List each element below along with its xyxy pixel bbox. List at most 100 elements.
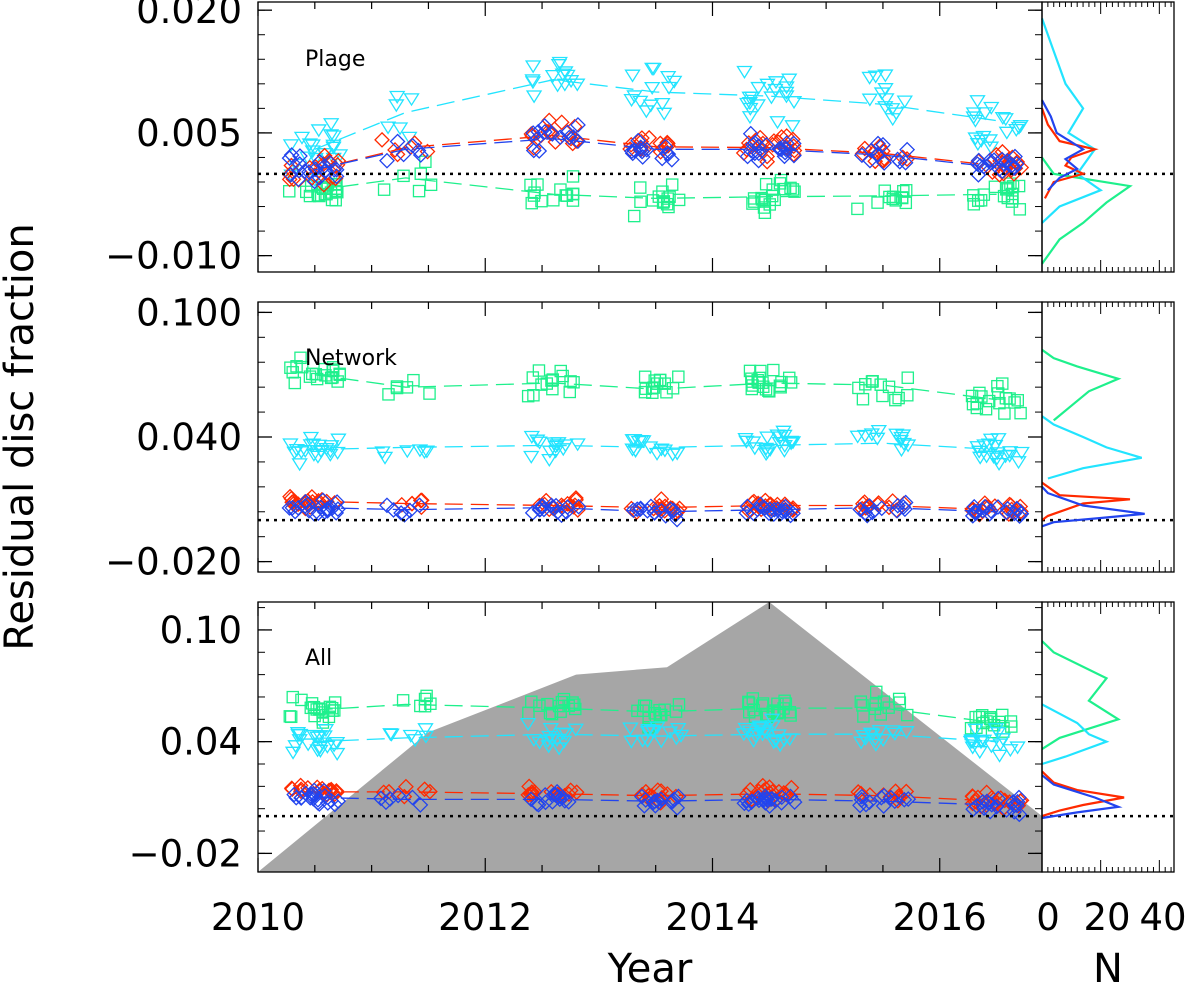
point-cyan [753,721,771,735]
point-cyan [417,723,434,737]
point-blue [1005,794,1021,810]
point-red [759,148,776,165]
point-green [657,195,671,208]
point-green [1013,203,1027,216]
y-tick-label: −0.02 [129,832,242,875]
point-cyan [307,152,324,166]
point-blue [896,791,913,808]
point-cyan [745,734,762,749]
y-tick-label: 0.04 [160,721,242,764]
point-blue [528,795,545,812]
point-blue [869,146,886,163]
hist-blue [1041,486,1145,528]
point-red [653,491,670,508]
point-cyan [888,107,905,121]
point-green [566,187,580,201]
point-green [775,375,788,389]
point-green [400,381,414,394]
point-cyan [545,437,563,451]
point-blue [886,793,903,810]
point-blue [982,803,999,820]
point-cyan [852,736,870,750]
point-cyan [763,713,781,727]
hist-red [1041,770,1125,818]
point-blue [303,786,320,803]
panel-label: All [305,646,332,671]
point-blue [553,507,570,524]
point-cyan [544,69,562,84]
panel-plage: 0.020 0.005 −0.010 Plage [105,0,1175,278]
point-blue [390,787,407,804]
point-blue [653,791,669,808]
point-green [397,169,410,183]
point-green [424,178,438,192]
y-tick-label: 0.10 [160,609,242,652]
point-green [531,178,544,191]
point-blue [643,498,659,515]
point-green [1004,715,1018,728]
point-cyan [624,443,641,457]
mean-line-green [314,374,997,401]
point-cyan [877,69,894,83]
panel-network: 0.100 0.040 −0.020 Network [105,291,1175,584]
point-green [525,196,538,210]
point-cyan [656,107,673,121]
x-tick-label: 2012 [438,896,532,939]
point-green [528,186,541,199]
point-cyan [741,111,759,125]
hist-tick-label: 0 [1036,896,1060,939]
point-cyan [892,434,909,448]
point-blue [646,504,663,521]
point-blue [771,141,788,157]
point-green [895,191,909,205]
point-cyan [322,445,339,459]
panels-layer: 0.0200.005−0.010Plage0.1000.040−0.020Net… [105,0,1186,939]
point-green [866,374,879,388]
point-blue [967,503,984,520]
y-tick-label: 0.100 [136,291,242,334]
point-cyan [767,734,784,748]
point-green [999,392,1013,405]
point-green [547,193,560,207]
point-cyan [403,93,420,107]
point-green [567,698,581,711]
point-blue [983,796,1000,813]
point-cyan [523,450,540,464]
point-cyan [569,78,586,92]
point-cyan [736,65,753,79]
point-red [660,137,676,154]
point-blue [565,129,582,145]
point-blue [660,146,677,163]
point-cyan [654,97,671,112]
point-green [901,371,915,384]
point-green [329,193,342,207]
point-green [382,388,395,401]
point-cyan [525,90,543,104]
point-cyan [293,446,310,460]
point-cyan [980,438,998,452]
point-green [642,711,655,725]
point-cyan [762,443,779,457]
point-cyan [569,438,586,452]
point-cyan [781,73,798,87]
point-green [889,194,903,207]
point-green [646,386,659,399]
point-blue [645,794,662,811]
point-red [416,781,433,798]
point-green [900,708,914,722]
point-green [282,185,296,198]
point-cyan [648,447,666,461]
hist-frame [1041,1,1175,273]
point-cyan [883,103,901,117]
point-green [852,381,865,395]
point-blue [389,133,406,150]
point-blue [766,501,783,518]
point-cyan [769,116,786,130]
mean-line-blue [314,796,997,806]
point-green [874,708,887,721]
point-green [532,364,546,377]
point-blue [1009,797,1025,814]
point-cyan [311,730,329,744]
point-blue [1011,789,1027,806]
point-green [857,710,870,723]
